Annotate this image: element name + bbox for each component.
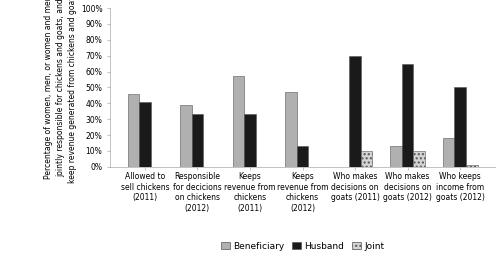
Bar — [180, 105, 192, 167]
Bar — [296, 146, 308, 167]
Bar — [414, 151, 425, 167]
Bar — [139, 102, 150, 167]
Y-axis label: Percentage of women, men, or women and men
jointly responsible for chickens and : Percentage of women, men, or women and m… — [44, 0, 76, 183]
Bar — [361, 151, 372, 167]
Bar — [192, 114, 203, 167]
Bar — [443, 138, 454, 167]
Bar — [244, 114, 256, 167]
Bar — [285, 92, 296, 167]
Bar — [128, 94, 139, 167]
Bar — [402, 63, 413, 167]
Bar — [232, 76, 244, 167]
Bar — [390, 146, 402, 167]
Bar — [466, 165, 477, 167]
Bar — [454, 87, 466, 167]
Legend: Beneficiary, Husband, Joint: Beneficiary, Husband, Joint — [217, 238, 388, 254]
Bar — [350, 56, 361, 167]
